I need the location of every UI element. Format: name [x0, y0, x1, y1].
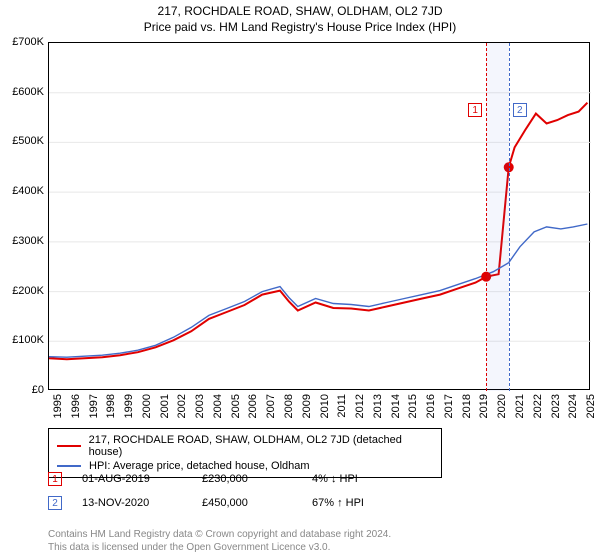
title-line2: Price paid vs. HM Land Registry's House …	[0, 20, 600, 34]
highlight-band	[486, 43, 509, 391]
x-tick-label: 1995	[52, 394, 64, 418]
x-tick-label: 2018	[461, 394, 473, 418]
sale-marker-1: 1	[48, 472, 62, 486]
x-tick-label: 2004	[212, 394, 224, 418]
sale-box-1: 1	[468, 103, 482, 117]
x-tick-label: 1997	[88, 394, 100, 418]
x-tick-label: 2005	[230, 394, 242, 418]
sale-marker-2: 2	[48, 496, 62, 510]
footer-line2: This data is licensed under the Open Gov…	[48, 541, 391, 554]
plot: 12	[48, 42, 590, 390]
x-tick-label: 2008	[283, 394, 295, 418]
y-tick-label: £100K	[12, 334, 44, 346]
x-tick-label: 2003	[194, 394, 206, 418]
x-tick-label: 2024	[567, 394, 579, 418]
chart-container: 217, ROCHDALE ROAD, SHAW, OLDHAM, OL2 7J…	[0, 0, 600, 560]
sale-row-1: 1 01-AUG-2019 £230,000 4% ↓ HPI	[48, 472, 358, 486]
legend-label-property: 217, ROCHDALE ROAD, SHAW, OLDHAM, OL2 7J…	[89, 434, 433, 458]
x-tick-label: 2006	[247, 394, 259, 418]
sale-price-1: £230,000	[202, 473, 292, 485]
footer: Contains HM Land Registry data © Crown c…	[48, 528, 391, 554]
x-tick-label: 2015	[407, 394, 419, 418]
x-tick-label: 2017	[443, 394, 455, 418]
x-tick-label: 2023	[550, 394, 562, 418]
legend-swatch-hpi	[57, 465, 81, 466]
x-tick-label: 2002	[176, 394, 188, 418]
x-tick-label: 2022	[532, 394, 544, 418]
x-tick-label: 2010	[319, 394, 331, 418]
sale-vline-2	[509, 43, 510, 391]
sale-row-2: 2 13-NOV-2020 £450,000 67% ↑ HPI	[48, 496, 364, 510]
x-tick-label: 2011	[336, 394, 348, 418]
y-tick-label: £0	[32, 384, 44, 396]
x-tick-label: 1999	[123, 394, 135, 418]
legend-row-hpi: HPI: Average price, detached house, Oldh…	[57, 459, 433, 473]
x-tick-label: 2019	[478, 394, 490, 418]
x-tick-label: 2009	[301, 394, 313, 418]
x-tick-label: 2001	[159, 394, 171, 418]
legend: 217, ROCHDALE ROAD, SHAW, OLDHAM, OL2 7J…	[48, 428, 442, 478]
x-tick-label: 2014	[390, 394, 402, 418]
sale-date-1: 01-AUG-2019	[82, 473, 182, 485]
x-tick-label: 2000	[141, 394, 153, 418]
x-tick-label: 2007	[265, 394, 277, 418]
x-tick-label: 2013	[372, 394, 384, 418]
sale-vline-1	[486, 43, 487, 391]
sale-delta-1: 4% ↓ HPI	[312, 473, 358, 485]
sale-date-2: 13-NOV-2020	[82, 497, 182, 509]
y-tick-label: £600K	[12, 86, 44, 98]
y-tick-label: £300K	[12, 235, 44, 247]
y-tick-label: £400K	[12, 185, 44, 197]
footer-line1: Contains HM Land Registry data © Crown c…	[48, 528, 391, 541]
sale-price-2: £450,000	[202, 497, 292, 509]
y-tick-label: £500K	[12, 135, 44, 147]
title-line1: 217, ROCHDALE ROAD, SHAW, OLDHAM, OL2 7J…	[0, 4, 600, 18]
x-tick-label: 2012	[354, 394, 366, 418]
sale-box-2: 2	[513, 103, 527, 117]
legend-label-hpi: HPI: Average price, detached house, Oldh…	[89, 460, 310, 472]
sale-delta-2: 67% ↑ HPI	[312, 497, 364, 509]
x-tick-label: 2020	[496, 394, 508, 418]
x-tick-label: 2025	[585, 394, 597, 418]
y-tick-label: £200K	[12, 285, 44, 297]
legend-swatch-property	[57, 445, 81, 447]
x-tick-label: 2016	[425, 394, 437, 418]
y-tick-label: £700K	[12, 36, 44, 48]
legend-row-property: 217, ROCHDALE ROAD, SHAW, OLDHAM, OL2 7J…	[57, 433, 433, 459]
x-tick-label: 1998	[105, 394, 117, 418]
title-block: 217, ROCHDALE ROAD, SHAW, OLDHAM, OL2 7J…	[0, 0, 600, 34]
chart-area: £0£100K£200K£300K£400K£500K£600K£700K 12…	[48, 42, 590, 390]
x-tick-label: 1996	[70, 394, 82, 418]
x-tick-label: 2021	[514, 394, 526, 418]
